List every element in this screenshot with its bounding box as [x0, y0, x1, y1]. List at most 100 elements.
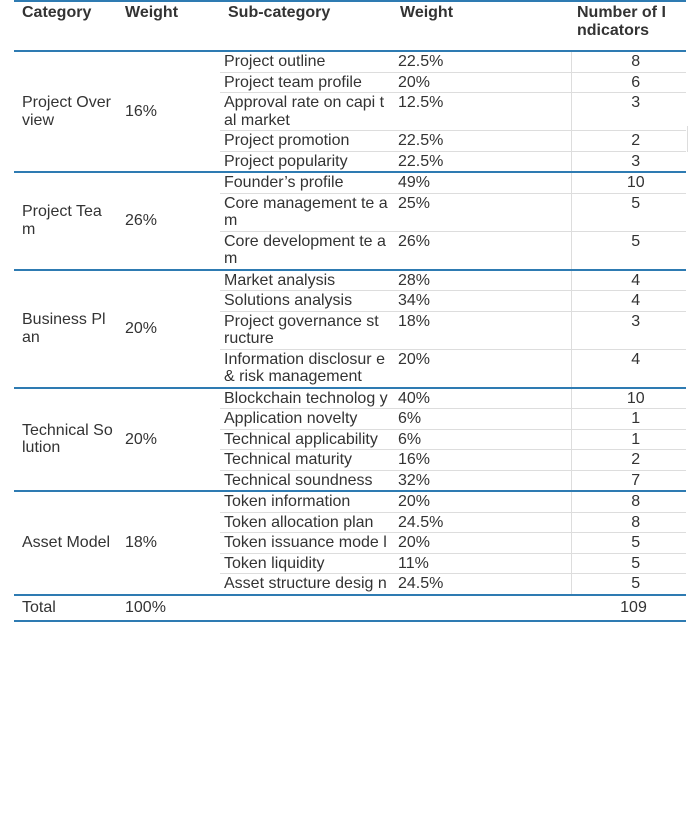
subcategory-cell: Information disclosur e & risk managemen…: [220, 349, 392, 389]
table-row: Project promotion 22.5% 2: [14, 130, 686, 152]
subcategory-cell: Token liquidity: [220, 553, 392, 574]
table-row: Technical soundness 32% 7: [14, 470, 686, 492]
border-stub: [687, 126, 688, 152]
category-cell: Project Tea m: [14, 172, 117, 271]
table-row: Technical maturity 16% 2: [14, 449, 686, 471]
category-weight-cell: 20%: [117, 387, 220, 492]
subcategory-weight-cell: 20%: [392, 72, 572, 93]
total-empty-cell: [220, 594, 392, 622]
category-cell: Technical So lution: [14, 387, 117, 492]
subcategory-cell: Token issuance mode l: [220, 532, 392, 554]
table-row: Asset structure desig n 24.5% 5: [14, 573, 686, 596]
table-header-row: Category Weight Sub-category Weight Numb…: [14, 0, 686, 52]
indicator-count-cell: 4: [571, 269, 686, 291]
table-row: Project team profile 20% 6: [14, 72, 686, 93]
subcategory-cell: Project promotion: [220, 130, 392, 152]
subcategory-weight-cell: 6%: [392, 408, 572, 430]
table-row: Information disclosur e & risk managemen…: [14, 349, 686, 389]
indicator-count-cell: 8: [571, 512, 686, 533]
total-count: 109: [571, 594, 686, 622]
indicator-count-cell: 4: [571, 349, 686, 389]
subcategory-weight-cell: 32%: [392, 470, 572, 492]
indicator-count-cell: 8: [571, 491, 686, 513]
subcategory-cell: Market analysis: [220, 269, 392, 291]
subcategory-cell: Project team profile: [220, 72, 392, 93]
header-sub-weight: Weight: [392, 0, 571, 52]
indicator-count-cell: 7: [571, 470, 686, 492]
table-row: Core development te am 26% 5: [14, 231, 686, 271]
indicator-count-cell: 2: [571, 449, 686, 471]
table-row: Token liquidity 11% 5: [14, 553, 686, 574]
category-weight-cell: 16%: [117, 51, 220, 173]
category-cell: Business Pl an: [14, 269, 117, 389]
table-body: Project Over view 16% Project outline 22.5%…: [14, 51, 686, 596]
category-cell: Asset Model: [14, 491, 117, 596]
subcategory-cell: Token allocation plan: [220, 512, 392, 533]
indicator-weight-table: Category Weight Sub-category Weight Numb…: [14, 0, 686, 622]
table-row: Token allocation plan 24.5% 8: [14, 512, 686, 533]
indicator-count-cell: 1: [571, 408, 686, 430]
subcategory-cell: Founder’s profile: [220, 172, 392, 194]
indicator-count-cell: 5: [571, 231, 686, 271]
subcategory-weight-cell: 26%: [392, 231, 572, 271]
subcategory-weight-cell: 12.5%: [392, 92, 572, 131]
subcategory-cell: Core management te am: [220, 193, 392, 232]
category-weight-cell: 20%: [117, 269, 220, 389]
table-row: Technical applicability 6% 1: [14, 429, 686, 450]
subcategory-weight-cell: 49%: [392, 172, 572, 194]
indicator-count-cell: 3: [571, 311, 686, 350]
subcategory-cell: Technical maturity: [220, 449, 392, 471]
subcategory-weight-cell: 6%: [392, 429, 572, 450]
indicator-count-cell: 1: [571, 429, 686, 450]
subcategory-weight-cell: 34%: [392, 290, 572, 312]
header-number-of-indicators: Number of I ndicators: [571, 0, 686, 52]
table-row: Solutions analysis 34% 4: [14, 290, 686, 312]
subcategory-weight-cell: 22.5%: [392, 151, 572, 173]
subcategory-weight-cell: 18%: [392, 311, 572, 350]
table-row: Application novelty 6% 1: [14, 408, 686, 430]
subcategory-weight-cell: 22.5%: [392, 51, 572, 73]
indicator-count-cell: 5: [571, 532, 686, 554]
subcategory-weight-cell: 20%: [392, 491, 572, 513]
subcategory-weight-cell: 24.5%: [392, 512, 572, 533]
table-row: Project Over view 16% Project outline 22.5%…: [14, 51, 686, 173]
subcategory-weight-cell: 22.5%: [392, 130, 572, 152]
indicator-table-page: Category Weight Sub-category Weight Numb…: [14, 0, 688, 622]
subcategory-cell: Technical applicability: [220, 429, 392, 450]
table-row: Project Tea m 26% Founder’s profile 49% 10: [14, 172, 686, 271]
subcategory-weight-cell: 20%: [392, 349, 572, 389]
indicator-count-cell: 2: [571, 130, 686, 152]
indicator-count-cell: 10: [571, 172, 686, 194]
total-label: Total: [14, 594, 117, 622]
subcategory-cell: Token information: [220, 491, 392, 513]
table-row: Token issuance mode l 20% 5: [14, 532, 686, 554]
subcategory-cell: Application novelty: [220, 408, 392, 430]
table-row: Technical So lution 20% Blockchain technol…: [14, 387, 686, 492]
indicator-count-cell: 3: [571, 151, 686, 173]
header-category: Category: [14, 0, 117, 52]
total-weight: 100%: [117, 594, 220, 622]
subcategory-weight-cell: 25%: [392, 193, 572, 232]
total-row: Total 100% 109: [14, 594, 686, 622]
subcategory-cell: Technical soundness: [220, 470, 392, 492]
table-row: Asset Model 18% Token information 20% 8: [14, 491, 686, 596]
table-row: Business Pl an 20% Market analysis 28% 4: [14, 269, 686, 389]
indicator-count-cell: 6: [571, 72, 686, 93]
subcategory-cell: Approval rate on capi tal market: [220, 92, 392, 131]
category-cell: Project Over view: [14, 51, 117, 173]
subcategory-cell: Project governance st ructure: [220, 311, 392, 350]
indicator-count-cell: 5: [571, 193, 686, 232]
subcategory-cell: Project popularity: [220, 151, 392, 173]
subcategory-weight-cell: 40%: [392, 387, 572, 409]
subcategory-cell: Asset structure desig n: [220, 573, 392, 596]
subcategory-weight-cell: 20%: [392, 532, 572, 554]
header-subcategory: Sub-category: [220, 0, 392, 52]
table-row: Project governance st ructure 18% 3: [14, 311, 686, 350]
subcategory-weight-cell: 28%: [392, 269, 572, 291]
subcategory-cell: Project outline: [220, 51, 392, 73]
subcategory-cell: Solutions analysis: [220, 290, 392, 312]
indicator-count-cell: 10: [571, 387, 686, 409]
total-empty-cell: [392, 594, 571, 622]
indicator-count-cell: 4: [571, 290, 686, 312]
header-weight: Weight: [117, 0, 220, 52]
